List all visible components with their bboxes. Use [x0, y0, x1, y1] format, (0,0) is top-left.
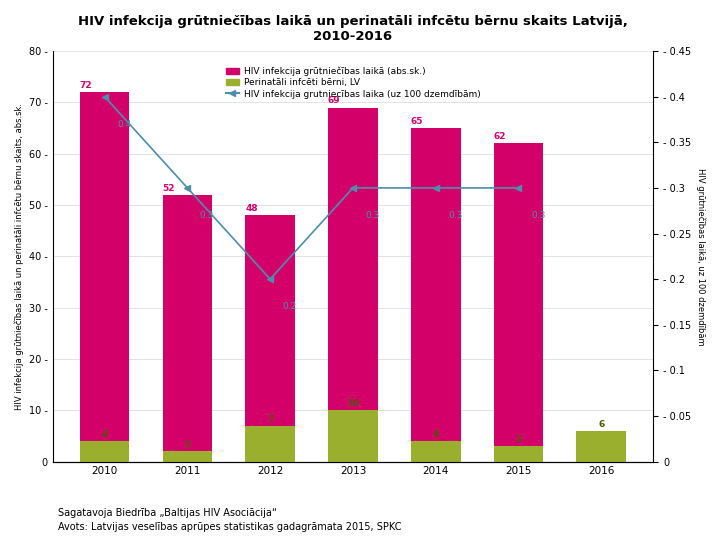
Text: 0.3: 0.3 — [365, 211, 379, 220]
Text: 6: 6 — [598, 420, 604, 429]
Bar — [411, 128, 461, 462]
Text: 3: 3 — [516, 435, 521, 444]
Bar — [80, 441, 130, 462]
Bar — [411, 441, 461, 462]
Text: 10: 10 — [347, 399, 359, 408]
Text: 4: 4 — [433, 430, 439, 439]
Bar — [246, 426, 295, 462]
Text: Avots: Latvijas veselības aprūpes statistikas gadagrāmata 2015, SPKC: Avots: Latvijas veselības aprūpes statis… — [58, 522, 401, 532]
Text: 0.3: 0.3 — [531, 211, 545, 220]
Bar — [328, 410, 378, 462]
Text: 52: 52 — [163, 184, 175, 193]
Legend: HIV infekcija grūtniečības laikā (abs.sk.), Perinatāli infcēti bērni, LV, HIV in: HIV infekcija grūtniečības laikā (abs.sk… — [222, 64, 483, 102]
Text: 62: 62 — [493, 132, 506, 141]
Text: 0.4: 0.4 — [117, 119, 131, 129]
Text: 0.3: 0.3 — [448, 211, 462, 220]
Text: 0.2: 0.2 — [282, 302, 297, 311]
Bar — [163, 195, 212, 462]
Bar — [246, 215, 295, 462]
Bar — [80, 92, 130, 462]
Bar — [494, 446, 544, 462]
Text: 72: 72 — [80, 81, 92, 90]
Text: Sagatavoja Biedrība „Baltijas HIV Asociācija“: Sagatavoja Biedrība „Baltijas HIV Asociā… — [58, 508, 276, 518]
Text: 2: 2 — [184, 440, 191, 449]
Y-axis label: HIV grūtniečības laikā, uz 100 dzemdībām: HIV grūtniečības laikā, uz 100 dzemdībām — [696, 167, 705, 345]
Bar — [163, 451, 212, 462]
Title: HIV infekcija grūtniečības laikā un perinatāli infcētu bērnu skaits Latvijā,
201: HIV infekcija grūtniečības laikā un peri… — [78, 15, 628, 43]
Text: 4: 4 — [102, 430, 108, 439]
Text: 7: 7 — [267, 415, 274, 423]
Text: 48: 48 — [245, 204, 258, 213]
Bar — [494, 144, 544, 462]
Bar — [577, 431, 626, 462]
Text: 65: 65 — [411, 117, 423, 126]
Text: 0.3: 0.3 — [200, 211, 215, 220]
Bar — [328, 107, 378, 462]
Y-axis label: HIV infekcija grūtniečības laikā un perinatāli infcētu bērnu skaits, abs.sk.: HIV infekcija grūtniečības laikā un peri… — [15, 103, 24, 410]
Text: 69: 69 — [328, 97, 341, 105]
